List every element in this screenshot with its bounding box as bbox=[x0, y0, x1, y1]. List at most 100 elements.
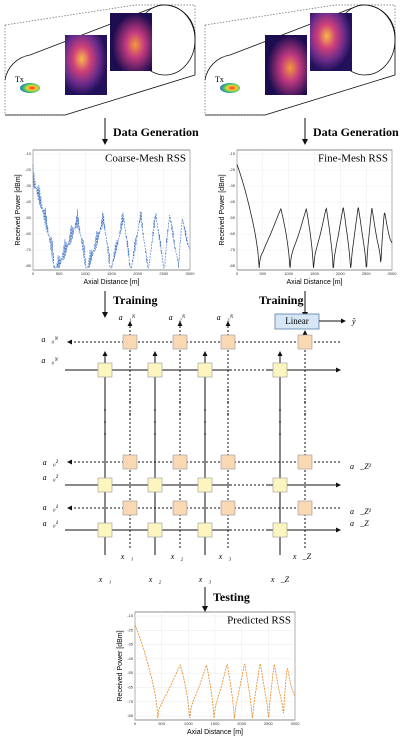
ellipsis-dot bbox=[179, 401, 181, 403]
x-tick-label: 2000 bbox=[237, 721, 247, 726]
ellipsis-dot bbox=[227, 389, 229, 391]
cell-backward bbox=[297, 454, 313, 470]
x-tick-label: 1500 bbox=[211, 721, 221, 726]
tx-label: Tx bbox=[15, 75, 24, 84]
ellipsis-dot bbox=[279, 433, 281, 435]
output-label: ŷ bbox=[351, 317, 356, 326]
ellipsis-dot bbox=[154, 433, 156, 435]
y-tick-label: -20 bbox=[25, 167, 32, 172]
node-label: x⃗₁ bbox=[98, 575, 112, 584]
cell-backward bbox=[122, 500, 138, 516]
cell-backward bbox=[172, 334, 188, 350]
ellipsis-dot bbox=[304, 401, 306, 403]
node-label: a⃖₁ᴺ bbox=[119, 313, 136, 322]
cell-forward bbox=[147, 477, 163, 493]
y-tick-label: -75 bbox=[229, 247, 236, 252]
y-tick-label: -65 bbox=[229, 231, 236, 236]
cell-backward bbox=[220, 454, 236, 470]
network: Linear ŷ a⃖₁ᴺ a⃖₂ᴺ a⃖₃ᴺ a⃖₀ᴺ a⃗₀ᴺ a⃖₀² a⃗₀² a⃖₀… bbox=[41, 313, 371, 584]
chart-title: Fine-Mesh RSS bbox=[318, 153, 388, 165]
x-axis-label: Axial Distance [m] bbox=[187, 729, 243, 736]
step-label: Testing bbox=[213, 590, 250, 604]
node-label: x⃖₃ bbox=[218, 552, 232, 561]
x-tick-label: 0 bbox=[134, 721, 137, 726]
y-tick-label: -15 bbox=[229, 151, 236, 156]
y-tick-label: -85 bbox=[127, 713, 134, 718]
y-tick-label: -50 bbox=[25, 215, 32, 220]
ellipsis-dot bbox=[104, 421, 106, 423]
node-label: a⃖₀ᴺ bbox=[41, 335, 58, 344]
y-axis-label: Received Power [dBm] bbox=[117, 630, 124, 701]
y-axis-label: Received Power [dBm] bbox=[15, 174, 22, 245]
node-label: x⃗₂ bbox=[148, 575, 162, 584]
signal-curve bbox=[32, 164, 191, 269]
y-axis-label: Received Power [dBm] bbox=[219, 174, 226, 245]
x-tick-label: 2500 bbox=[264, 721, 274, 726]
cell-forward bbox=[147, 362, 163, 378]
ellipsis-dot bbox=[154, 421, 156, 423]
cell-forward bbox=[97, 477, 113, 493]
x-tick-label: 500 bbox=[56, 271, 63, 276]
cell-backward bbox=[172, 500, 188, 516]
cell-backward bbox=[172, 454, 188, 470]
ellipsis-dot bbox=[179, 389, 181, 391]
node-label: x⃗_Z bbox=[270, 575, 290, 584]
tunnel-left: Tx bbox=[4, 4, 196, 116]
ellipsis-dot bbox=[129, 401, 131, 403]
node-label: a⃖₃ᴺ bbox=[217, 313, 234, 322]
node-label: a⃖₀² bbox=[43, 458, 59, 467]
node-label: a⃗₀¹ bbox=[43, 519, 59, 528]
y-tick-label: -10 bbox=[25, 151, 32, 156]
y-tick-label: -55 bbox=[229, 215, 236, 220]
signal-curve bbox=[236, 164, 393, 269]
tunnel-right: Tx bbox=[204, 4, 396, 116]
ellipsis-dot bbox=[279, 409, 281, 411]
cell-forward bbox=[197, 362, 213, 378]
y-tick-label: -15 bbox=[127, 613, 134, 618]
cell-backward bbox=[297, 334, 313, 350]
y-tick-label: -70 bbox=[25, 247, 32, 252]
cell-forward bbox=[272, 522, 288, 538]
cell-forward bbox=[272, 477, 288, 493]
y-tick-label: -25 bbox=[229, 167, 236, 172]
y-tick-label: -65 bbox=[127, 684, 134, 689]
ellipsis-dot bbox=[304, 413, 306, 415]
x-tick-label: 0 bbox=[32, 271, 35, 276]
ellipsis-dot bbox=[129, 413, 131, 415]
x-axis-label: Axial Distance [m] bbox=[83, 279, 139, 286]
ellipsis-dot bbox=[204, 409, 206, 411]
node-label: x⃖_Z bbox=[292, 552, 312, 561]
y-tick-label: -85 bbox=[229, 263, 236, 268]
y-tick-label: -35 bbox=[229, 183, 236, 188]
ellipsis-dot bbox=[104, 409, 106, 411]
ellipsis-dot bbox=[279, 421, 281, 423]
ellipsis-dot bbox=[179, 413, 181, 415]
y-tick-label: -80 bbox=[25, 263, 32, 268]
x-tick-label: 0 bbox=[236, 271, 239, 276]
x-tick-label: 3000 bbox=[186, 271, 196, 276]
y-tick-label: -55 bbox=[127, 670, 134, 675]
node-label: a⃗₀² bbox=[43, 473, 59, 482]
cell-forward bbox=[197, 522, 213, 538]
step-label: Data Generation bbox=[313, 125, 399, 139]
y-tick-label: -45 bbox=[127, 656, 134, 661]
y-tick-label: -40 bbox=[25, 199, 32, 204]
y-tick-label: -45 bbox=[229, 199, 236, 204]
y-tick-label: -35 bbox=[127, 642, 134, 647]
x-tick-label: 3000 bbox=[388, 271, 398, 276]
tx-label: Tx bbox=[215, 75, 224, 84]
x-tick-label: 500 bbox=[158, 721, 165, 726]
x-tick-label: 3000 bbox=[291, 721, 301, 726]
y-tick-label: -75 bbox=[127, 699, 134, 704]
x-tick-label: 2000 bbox=[336, 271, 346, 276]
x-tick-label: 2500 bbox=[159, 271, 169, 276]
y-tick-label: -25 bbox=[127, 627, 134, 632]
cell-forward bbox=[147, 522, 163, 538]
signal-curve bbox=[134, 624, 296, 720]
cell-backward bbox=[220, 334, 236, 350]
step-label: Training bbox=[259, 293, 303, 307]
x-tick-label: 500 bbox=[259, 271, 266, 276]
ellipsis-dot bbox=[204, 421, 206, 423]
chart-title: Coarse-Mesh RSS bbox=[105, 153, 186, 165]
